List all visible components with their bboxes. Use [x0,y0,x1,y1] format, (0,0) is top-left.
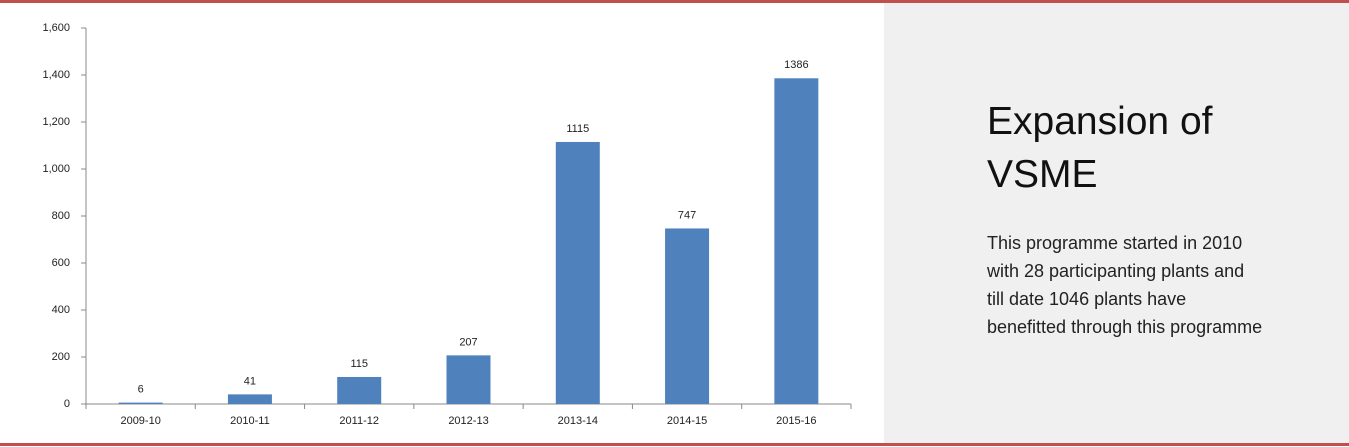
x-tick-label: 2011-12 [339,415,379,427]
y-tick-label: 1,400 [42,69,70,81]
value-label: 41 [244,375,256,387]
bottom-border [0,443,1349,446]
panel-title: Expansion of VSME [987,100,1213,196]
chart: 0 200 400 600 800 1,000 1,200 1,400 1,600 2009-10… [42,22,852,427]
value-label: 6 [138,383,144,395]
panel-text: This programme started in 2010 with 28 p… [987,229,1262,341]
x-tick-label: 2009-10 [120,415,160,427]
value-label: 1115 [566,123,589,135]
value-label: 207 [459,336,477,348]
bar [665,228,710,404]
bar [227,394,272,404]
value-label: 115 [350,358,368,370]
x-tick-label: 2015-16 [776,415,816,427]
y-tick-label: 1,200 [42,116,70,128]
top-border [0,0,1349,3]
text-line: benefitted through this programme [987,317,1263,337]
y-tick-label: 800 [52,210,70,222]
bar [337,376,382,404]
bar [118,402,163,404]
text-line: till date 1046 plants have [987,289,1187,309]
value-label: 747 [678,209,696,221]
text-line: This programme started in 2010 [987,233,1243,253]
y-tick-label: 400 [52,304,70,316]
bar [555,141,600,404]
x-tick-label: 2013-14 [558,415,598,427]
value-label: 1386 [784,59,808,71]
y-tick-label: 0 [64,398,70,410]
x-tick-label: 2012-13 [448,415,488,427]
text-line: with 28 participanting plants and [987,261,1245,281]
x-tick-label: 2014-15 [667,415,707,427]
y-tick-label: 1,600 [42,22,70,34]
y-tick-label: 600 [52,257,70,269]
bar [446,355,491,404]
y-tick-label: 200 [52,351,70,363]
y-tick-label: 1,000 [42,163,70,175]
side-panel: Expansion of VSME This programme started… [884,3,1349,443]
bar [774,78,819,404]
x-tick-label: 2010-11 [230,415,270,427]
